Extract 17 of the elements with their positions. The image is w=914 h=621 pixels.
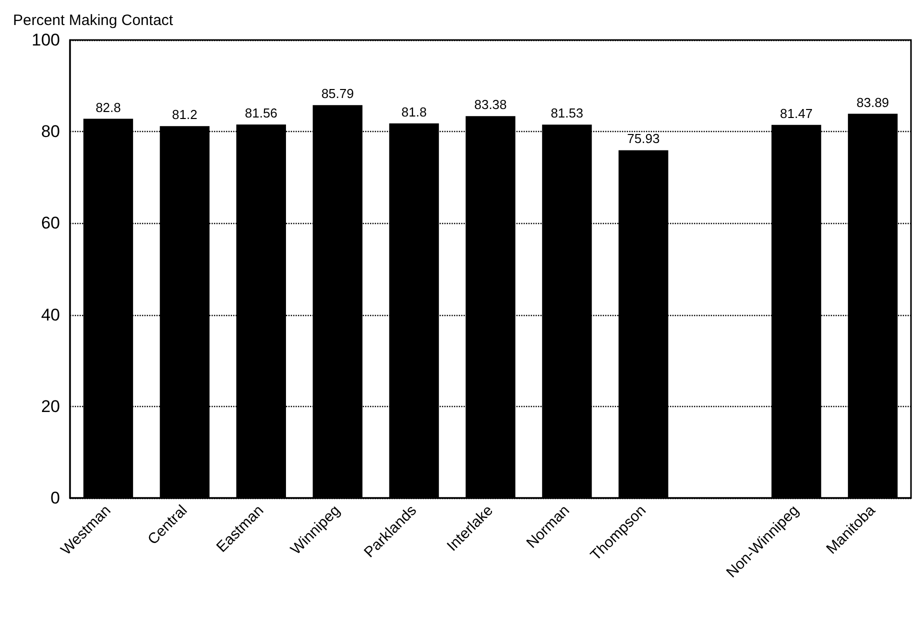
data-label: 85.79 [321,86,354,102]
y-axis-title: Percent Making Contact [13,12,174,29]
y-tick-label: 0 [50,488,60,508]
data-label: 81.56 [244,105,278,120]
y-tick-label: 60 [41,214,60,233]
y-tick-label: 100 [32,30,60,50]
data-label: 81.53 [550,106,584,121]
data-label: 82.8 [96,100,121,115]
data-label: 81.47 [780,106,813,121]
data-label: 83.89 [856,94,890,110]
y-tick-label: 80 [41,122,60,142]
data-label: 83.38 [474,97,507,112]
data-label: 81.8 [401,104,427,120]
y-tick-label: 20 [41,396,60,416]
data-label: 81.2 [172,107,198,122]
data-label: 75.93 [627,131,660,146]
y-tick-label: 40 [41,305,60,324]
